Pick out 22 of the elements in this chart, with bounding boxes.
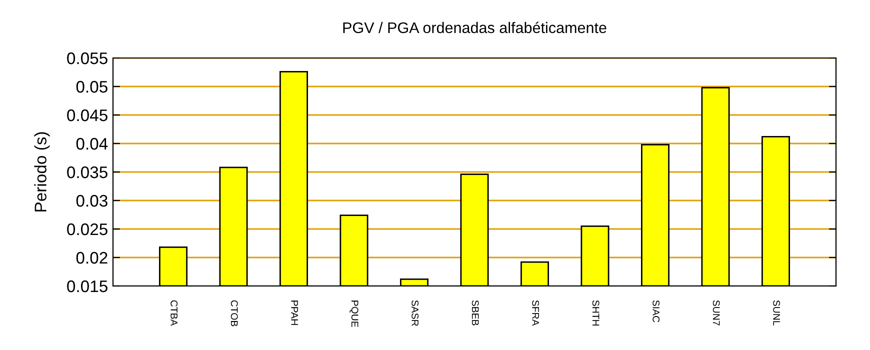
x-tick-label: CTOB: [230, 300, 238, 326]
x-tick-label: SIAC: [652, 300, 660, 322]
chart-title: PGV / PGA ordenadas alfabéticamente: [343, 22, 606, 34]
x-tick-label: SASR: [412, 300, 419, 326]
x-tick-label: SBEB: [472, 300, 479, 326]
y-tick-label: 0.015: [67, 280, 108, 292]
x-tick-label: PPAH: [291, 300, 298, 325]
y-tick-label: 0.04: [76, 138, 108, 150]
x-tick-label: SFRA: [532, 300, 540, 326]
y-tick-label: 0.055: [67, 52, 108, 64]
x-tick-label: CTBA: [170, 300, 178, 326]
y-tick-label: 0.035: [67, 166, 108, 178]
y-tick-label: 0.045: [67, 109, 108, 122]
y-tick-label: 0.025: [67, 223, 108, 236]
y-tick-label: 0.05: [76, 80, 108, 93]
y-tick-label: 0.02: [76, 252, 108, 264]
y-axis-title: Periodo (s): [34, 132, 50, 212]
x-tick-label: SUNL: [773, 300, 780, 326]
x-tick-label: SHTH: [592, 300, 600, 326]
x-tick-label: PQUE: [350, 300, 358, 328]
x-tick-label: SUN7: [712, 300, 720, 326]
y-tick-label: 0.03: [76, 194, 108, 207]
